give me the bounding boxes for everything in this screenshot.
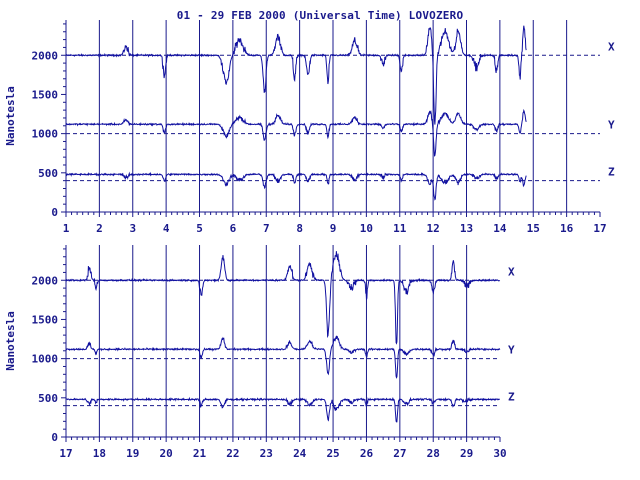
y-axis-title: Nanotesla [4, 311, 17, 371]
x-tick-label: 21 [193, 447, 207, 460]
x-tick-label: 10 [360, 222, 373, 235]
x-tick-label: 12 [427, 222, 440, 235]
x-tick-label: 4 [163, 222, 170, 235]
series-label-y: Y [508, 344, 515, 357]
x-tick-label: 17 [59, 447, 72, 460]
x-tick-label: 7 [263, 222, 270, 235]
series-label-x: X [608, 40, 615, 53]
trace-x [65, 25, 527, 125]
x-tick-label: 8 [296, 222, 303, 235]
y-tick-label: 1500 [32, 88, 59, 101]
trace-y [65, 108, 527, 157]
x-tick-label: 25 [326, 447, 339, 460]
x-tick-label: 22 [226, 447, 239, 460]
x-tick-label: 17 [593, 222, 606, 235]
y-tick-label: 1000 [32, 128, 59, 141]
chart-title: 01 - 29 FEB 2000 (Universal Time) LOVOZE… [176, 9, 464, 22]
x-tick-label: 11 [393, 222, 407, 235]
x-tick-label: 16 [560, 222, 574, 235]
series-label-x: X [508, 265, 515, 278]
series-label-z: Z [508, 391, 515, 404]
x-tick-label: 27 [393, 447, 406, 460]
x-tick-label: 1 [63, 222, 70, 235]
y-tick-label: 500 [38, 167, 58, 180]
x-tick-label: 20 [160, 447, 173, 460]
x-tick-label: 18 [93, 447, 106, 460]
y-tick-label: 500 [38, 392, 58, 405]
y-tick-label: 2000 [32, 274, 59, 287]
series-label-z: Z [608, 166, 615, 179]
y-tick-label: 0 [51, 431, 58, 444]
x-tick-label: 19 [126, 447, 139, 460]
x-tick-label: 23 [260, 447, 273, 460]
x-tick-label: 6 [230, 222, 237, 235]
y-tick-label: 2000 [32, 49, 59, 62]
x-tick-label: 30 [493, 447, 506, 460]
y-tick-label: 0 [51, 206, 58, 219]
x-tick-label: 3 [129, 222, 136, 235]
x-tick-label: 5 [196, 222, 203, 235]
x-tick-label: 28 [427, 447, 440, 460]
x-tick-label: 29 [460, 447, 473, 460]
x-tick-label: 9 [330, 222, 337, 235]
x-tick-label: 14 [493, 222, 507, 235]
trace-z [65, 396, 501, 423]
y-axis-title: Nanotesla [4, 86, 17, 146]
x-tick-label: 13 [460, 222, 473, 235]
trace-x [65, 251, 501, 345]
trace-y [65, 335, 501, 379]
y-tick-label: 1000 [32, 353, 59, 366]
x-tick-label: 24 [293, 447, 307, 460]
trace-z [65, 171, 527, 201]
series-label-y: Y [608, 119, 615, 132]
x-tick-label: 26 [360, 447, 374, 460]
x-tick-label: 15 [527, 222, 540, 235]
x-tick-label: 2 [96, 222, 103, 235]
y-tick-label: 1500 [32, 313, 59, 326]
